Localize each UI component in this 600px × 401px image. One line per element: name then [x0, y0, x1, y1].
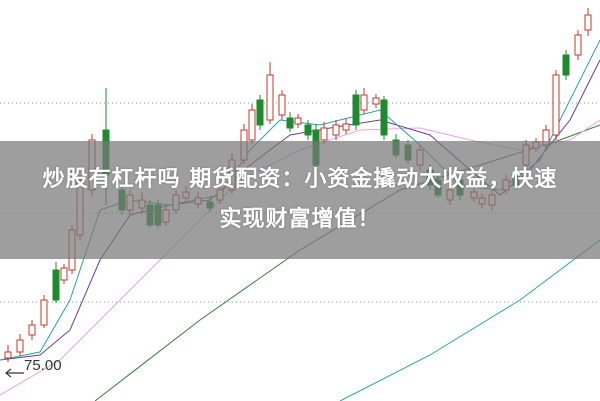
moving-average-line [339, 239, 600, 401]
title-banner: 炒股有杠杆吗 期货配资：小资金撬动大收益，快速 实现财富增值！ [0, 141, 600, 259]
title-line-2: 实现财富增值！ [219, 207, 381, 232]
candle-body [28, 324, 36, 336]
candle-body [562, 54, 570, 76]
candle-body [16, 339, 24, 353]
price-label: 75.00 [24, 357, 62, 374]
candle-body [248, 109, 256, 141]
candle-body [552, 74, 560, 136]
candle-body [40, 299, 48, 326]
candle-body [584, 14, 592, 31]
candle-body [332, 124, 340, 136]
candle-body [574, 34, 582, 56]
title-line-1: 炒股有杠杆吗 期货配资：小资金撬动大收益，快速 [42, 167, 558, 192]
candle-body [256, 99, 264, 126]
candle-body [342, 123, 350, 131]
price-arrow-head [5, 368, 12, 378]
candle-body [278, 94, 286, 116]
candle-body [294, 117, 302, 125]
candle-body [4, 351, 12, 359]
candle-body [352, 94, 360, 126]
candle-body [286, 117, 294, 129]
candle-body [320, 127, 328, 141]
candle-body [380, 99, 388, 136]
candle-body [52, 269, 60, 301]
candle-body [304, 124, 312, 136]
candle-body [360, 94, 368, 111]
candle-body [372, 97, 380, 105]
candle-body [266, 74, 274, 121]
candle-body [60, 267, 68, 281]
